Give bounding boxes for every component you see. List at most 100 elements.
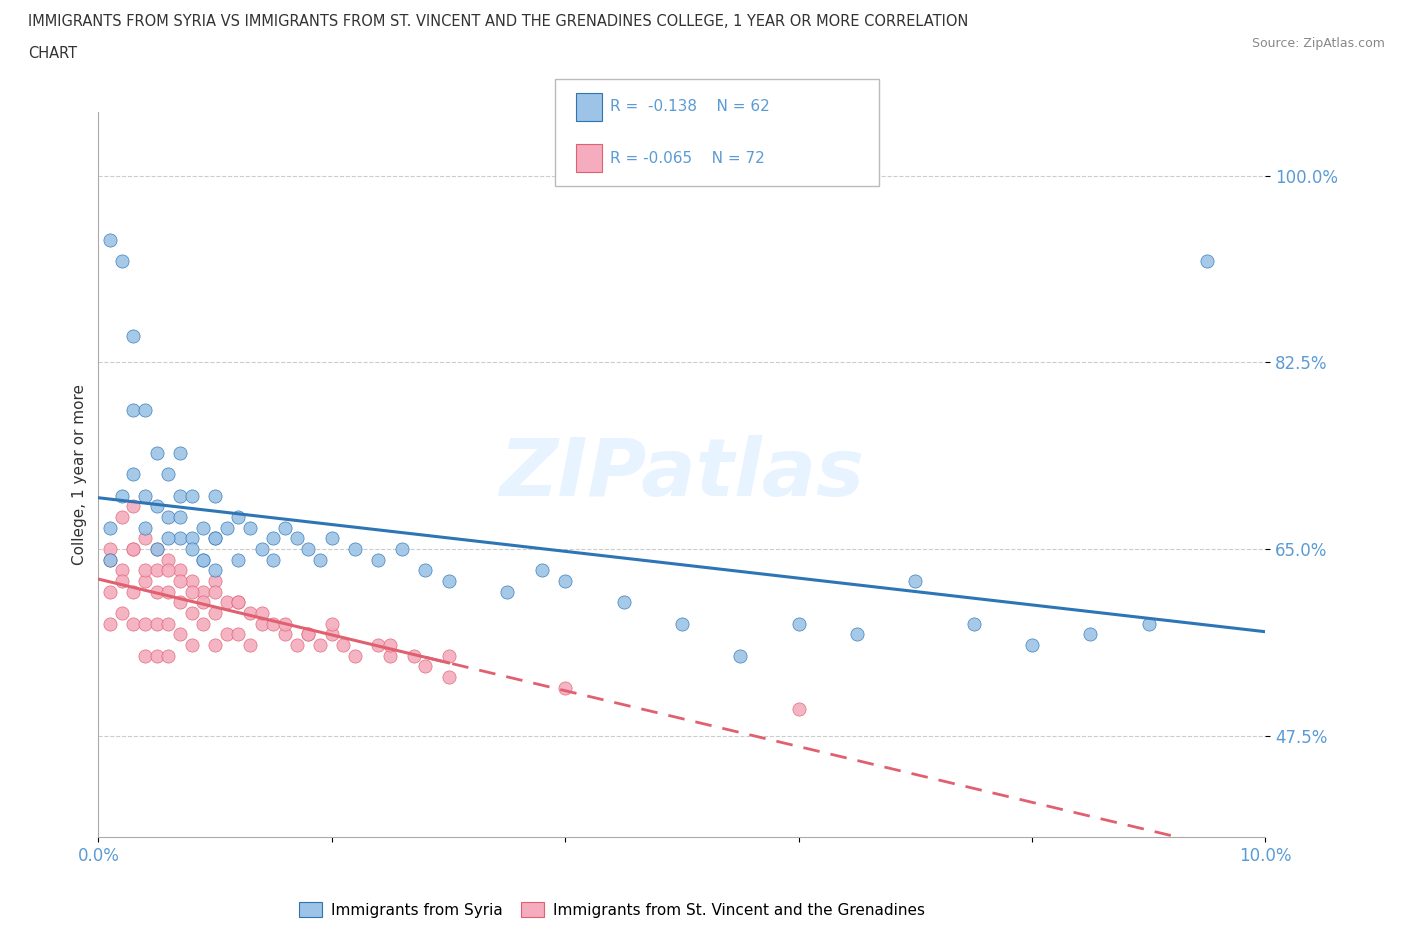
Point (134, 488, 156, 503)
Point (193, 552, 215, 567)
Point (98, 552, 121, 567)
Point (321, 531, 343, 546)
Point (321, 617, 343, 631)
Point (111, 254, 134, 269)
Point (380, 638, 402, 653)
Point (169, 531, 191, 546)
Point (146, 617, 169, 631)
Text: ZIPatlas: ZIPatlas (499, 435, 865, 513)
Point (204, 638, 226, 653)
Point (204, 563, 226, 578)
Point (367, 638, 389, 653)
Point (122, 617, 145, 631)
Point (157, 563, 180, 578)
Point (274, 617, 297, 631)
Point (391, 541, 413, 556)
Point (157, 552, 180, 567)
Point (1195, 254, 1218, 269)
Point (98, 617, 121, 631)
Point (250, 541, 273, 556)
Point (146, 541, 169, 556)
Point (215, 627, 238, 642)
Point (239, 520, 262, 535)
Point (146, 541, 169, 556)
Point (146, 563, 169, 578)
Point (262, 552, 284, 567)
Point (344, 541, 367, 556)
Point (180, 488, 202, 503)
Point (297, 627, 319, 642)
Point (180, 574, 202, 589)
Point (228, 595, 250, 610)
Point (193, 520, 215, 535)
Point (332, 638, 354, 653)
Point (1137, 617, 1160, 631)
Point (367, 552, 389, 567)
Point (554, 574, 576, 589)
Point (122, 467, 145, 482)
Point (98, 541, 121, 556)
Point (228, 552, 250, 567)
Point (193, 584, 215, 599)
Point (122, 328, 145, 343)
Point (146, 584, 169, 599)
Y-axis label: College, 1 year or more: College, 1 year or more (72, 384, 87, 565)
Point (846, 627, 869, 642)
Point (262, 531, 284, 546)
Point (239, 638, 262, 653)
Point (285, 531, 308, 546)
Point (204, 584, 226, 599)
Point (180, 541, 202, 556)
Point (134, 574, 156, 589)
Point (413, 563, 436, 578)
Point (111, 574, 134, 589)
Point (169, 595, 191, 610)
Point (193, 552, 215, 567)
Point (122, 498, 145, 513)
Point (122, 541, 145, 556)
Point (1080, 627, 1102, 642)
Point (169, 445, 191, 460)
Point (344, 648, 367, 663)
Point (1021, 638, 1043, 653)
Point (413, 658, 436, 673)
Point (309, 638, 332, 653)
Point (530, 563, 553, 578)
Point (157, 648, 180, 663)
Point (204, 531, 226, 546)
Point (904, 574, 927, 589)
Point (111, 563, 134, 578)
Point (962, 617, 984, 631)
Point (554, 680, 576, 695)
Point (169, 563, 191, 578)
Point (157, 584, 180, 599)
Point (157, 617, 180, 631)
Point (193, 595, 215, 610)
Point (134, 563, 156, 578)
Point (496, 584, 519, 599)
Point (309, 552, 332, 567)
Point (169, 627, 191, 642)
Point (204, 574, 226, 589)
Point (215, 520, 238, 535)
Legend: Immigrants from Syria, Immigrants from St. Vincent and the Grenadines: Immigrants from Syria, Immigrants from S… (292, 896, 931, 923)
Point (134, 520, 156, 535)
Point (215, 595, 238, 610)
Point (146, 445, 169, 460)
Point (228, 510, 250, 525)
Point (297, 627, 319, 642)
Point (437, 574, 460, 589)
Point (169, 510, 191, 525)
Point (380, 648, 402, 663)
Point (134, 617, 156, 631)
Text: CHART: CHART (28, 46, 77, 61)
Point (180, 638, 202, 653)
Text: Source: ZipAtlas.com: Source: ZipAtlas.com (1251, 37, 1385, 50)
Point (180, 531, 202, 546)
Point (122, 584, 145, 599)
Point (228, 627, 250, 642)
Point (321, 627, 343, 642)
Point (285, 638, 308, 653)
Point (98, 552, 121, 567)
Point (204, 605, 226, 620)
